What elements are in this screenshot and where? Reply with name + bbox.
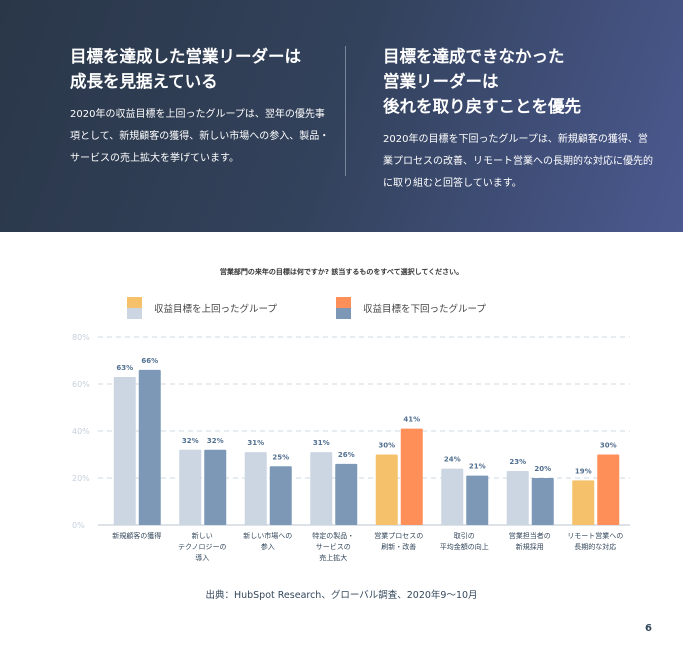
- legend-swatch: [127, 297, 142, 319]
- y-tick-label: 40%: [72, 427, 90, 436]
- x-tick-label: 平均金額の向上: [440, 542, 489, 551]
- bar: [506, 470, 529, 525]
- heading-line: 目標を達成した営業リーダーは: [70, 47, 301, 66]
- legend-label: 収益目標を上回ったグループ: [154, 304, 277, 315]
- x-tick-label: テクノロジーの: [178, 543, 227, 551]
- bar: [335, 463, 358, 525]
- data-label: 26%: [338, 451, 355, 459]
- source-note: 出典：HubSpot Research、グローバル調査、2020年9〜10月: [205, 590, 478, 601]
- y-tick-label: 0%: [72, 521, 85, 530]
- x-tick-label: 新しい: [192, 531, 213, 540]
- y-tick-label: 60%: [72, 380, 90, 389]
- data-label: 20%: [534, 465, 551, 473]
- data-label: 32%: [182, 437, 199, 445]
- bar: [204, 449, 227, 525]
- legend-item-below: 収益目標を下回ったグループ: [336, 297, 486, 319]
- data-label: 24%: [444, 456, 461, 464]
- chart-title: 営業部門の来年の目標は何ですか? 該当するものをすべて選択してください。: [219, 268, 464, 276]
- x-tick-label: リモート営業への: [567, 531, 623, 540]
- x-tick-label: 導入: [195, 553, 209, 562]
- data-label: 25%: [272, 453, 289, 461]
- bar: [113, 376, 136, 525]
- x-tick-label: 取引の: [454, 531, 475, 540]
- data-label: 30%: [378, 442, 395, 450]
- data-label: 21%: [469, 463, 486, 471]
- x-tick-label: 新規顧客の獲得: [112, 531, 161, 540]
- hero-banner: 目標を達成した営業リーダーは 成長を見据えている 2020年の収益目標を上回ったグ…: [0, 0, 683, 232]
- data-label: 63%: [116, 364, 133, 372]
- x-tick-label: 参入: [261, 542, 275, 551]
- bar: [597, 454, 620, 525]
- bar: [269, 466, 292, 525]
- data-label: 66%: [141, 357, 158, 365]
- x-tick-label: 売上拡大: [319, 553, 347, 562]
- missed-column: 目標を達成できなかった 営業リーダーは後れを取り戻すことを優先 2020年の目標を…: [383, 44, 653, 195]
- y-tick-label: 80%: [72, 333, 90, 342]
- legend-swatch: [336, 297, 351, 319]
- bar: [375, 454, 398, 525]
- x-tick-label: サービスの: [316, 542, 351, 551]
- achieved-body: 2020年の収益目標を上回ったグループは、翌年の優先事項として、新規顧客の獲得、…: [70, 109, 330, 164]
- data-label: 41%: [403, 416, 420, 424]
- bar-chart: 0% 20% 40% 60% 80% 63% 66% 新規顧客の獲得 32% 32% 新しいテクノロ…: [72, 333, 630, 562]
- achieved-column: 目標を達成した営業リーダーは 成長を見据えている 2020年の収益目標を上回ったグ…: [70, 44, 330, 170]
- legend-item-above: 収益目標を上回ったグループ: [127, 297, 277, 319]
- bar: [244, 452, 267, 525]
- page-number: 6: [645, 623, 652, 634]
- x-tick-label: 特定の製品・: [312, 531, 354, 540]
- x-tick-label: 長期的な対応: [574, 542, 616, 551]
- data-label: 19%: [575, 467, 592, 475]
- x-tick-label: 刷新・改善: [381, 542, 416, 551]
- bar: [310, 452, 333, 525]
- bar: [572, 480, 595, 525]
- missed-heading: 目標を達成できなかった 営業リーダーは後れを取り戻すことを優先: [383, 44, 653, 119]
- data-label: 32%: [207, 437, 224, 445]
- heading-line: 営業リーダーは: [383, 72, 499, 91]
- bar: [400, 428, 423, 525]
- bar: [441, 468, 464, 525]
- bar: [531, 478, 554, 525]
- heading-line: 後れを取り戻すことを優先: [383, 97, 581, 116]
- achieved-heading: 目標を達成した営業リーダーは 成長を見据えている: [70, 44, 330, 94]
- legend-label: 収益目標を下回ったグループ: [363, 304, 486, 315]
- data-label: 30%: [600, 442, 617, 450]
- data-label: 31%: [247, 439, 264, 447]
- data-label: 31%: [313, 439, 330, 447]
- missed-body: 2020年の目標を下回ったグループは、新規顧客の獲得、営業プロセスの改善、リモー…: [383, 134, 653, 189]
- bar: [179, 449, 202, 525]
- data-label: 23%: [509, 458, 526, 466]
- heading-line: 目標を達成できなかった: [383, 47, 565, 66]
- bar: [466, 475, 489, 525]
- x-tick-label: 営業プロセスの: [374, 531, 423, 540]
- heading-line: 成長を見据えている: [70, 72, 218, 91]
- bar: [138, 369, 161, 525]
- divider: [345, 46, 346, 176]
- y-tick-label: 20%: [72, 474, 90, 483]
- x-tick-label: 新規採用: [516, 542, 544, 551]
- x-tick-label: 営業担当者の: [509, 531, 551, 540]
- x-tick-label: 新しい市場への: [243, 531, 292, 540]
